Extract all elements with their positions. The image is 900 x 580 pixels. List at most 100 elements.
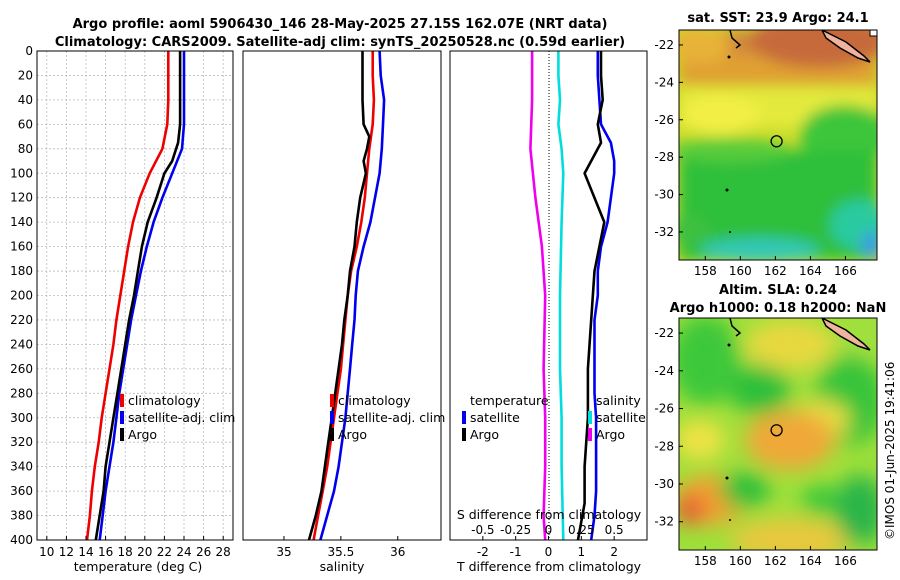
difference-legend: temperature satellite Argo salinity sate… — [462, 393, 646, 442]
legend-satellite-adj: satellite-adj. clim — [338, 410, 445, 425]
sla-lon-tick-labels: 158 160 162 164 166 — [694, 546, 857, 568]
xtick-22: 22 — [157, 545, 172, 559]
xtick--2: -2 — [477, 545, 489, 559]
lon-tick-164: 164 — [799, 264, 822, 278]
sst-lon-tick-labels: 158 160 162 164 166 — [694, 256, 857, 278]
difference-panel: -2 -1 0 1 2 T difference from climatology S … — [449, 50, 648, 574]
sla-map-title-2: Argo h1000: 0.18 h2000: NaN — [670, 301, 887, 316]
legend-swatch-t-argo — [462, 428, 466, 441]
xtick-26: 26 — [196, 545, 211, 559]
t-difference-tick-labels: -2 -1 0 1 2 — [477, 536, 618, 559]
argo-position-marker — [770, 135, 783, 148]
sst-map-box — [678, 29, 878, 261]
legend-swatch-satellite — [330, 411, 334, 424]
legend-swatch-s-argo — [588, 428, 592, 441]
xtick-35.5: 35.5 — [328, 545, 355, 559]
lat-tick--22: -22 — [654, 38, 674, 52]
depth-tick-340: 340 — [10, 460, 33, 474]
legend-swatch-argo — [330, 428, 334, 441]
salinity-axes-box — [242, 50, 442, 541]
xtick-14: 14 — [78, 545, 93, 559]
salinity-plot-area — [243, 51, 441, 540]
sla-map: Altim. SLA: 0.24 Argo h1000: 0.18 h2000:… — [654, 283, 886, 568]
s-tick--0.25: -0.25 — [500, 523, 531, 537]
series-argo — [307, 51, 371, 541]
series-temperature-argo — [576, 51, 606, 541]
temperature-tick-labels: 10 12 14 16 18 20 22 24 26 28 — [39, 536, 231, 559]
legend-s-satellite: satellite — [596, 410, 646, 425]
legend-climatology: climatology — [338, 393, 411, 408]
sst-field — [679, 30, 877, 260]
legend-climatology: climatology — [128, 393, 201, 408]
xtick-10: 10 — [39, 545, 54, 559]
depth-tick-320: 320 — [10, 435, 33, 449]
legend-swatch-climatology — [330, 394, 334, 407]
legend-salinity-head: salinity — [596, 393, 641, 408]
sla-map-title-1: Altim. SLA: 0.24 — [719, 283, 837, 298]
legend-swatch-satellite — [120, 411, 124, 424]
depth-tick-60: 60 — [18, 117, 33, 131]
xtick-1: 1 — [578, 545, 586, 559]
depth-tick-200: 200 — [10, 289, 33, 303]
legend-argo: Argo — [128, 427, 157, 442]
legend-satellite-adj: satellite-adj. clim — [128, 410, 235, 425]
salinity-series — [307, 50, 386, 541]
salinity-tick-labels: 35 35.5 36 — [276, 536, 405, 559]
series-temperature-satellite — [589, 51, 616, 541]
title-line-1: Argo profile: aoml 5906430_146 28-May-20… — [73, 17, 608, 32]
depth-tick-0: 0 — [25, 44, 33, 58]
difference-plot-area — [450, 51, 647, 540]
temperature-grid — [37, 50, 233, 541]
legend-t-satellite: satellite — [470, 410, 520, 425]
xtick-2: 2 — [610, 545, 618, 559]
lon-tick-166: 166 — [834, 554, 857, 568]
series-salinity-satellite — [557, 51, 565, 541]
depth-tick-160: 160 — [10, 240, 33, 254]
depth-tick-20: 20 — [18, 68, 33, 82]
depth-tick-260: 260 — [10, 362, 33, 376]
depth-tick-220: 220 — [10, 313, 33, 327]
lat-tick--30: -30 — [654, 477, 674, 491]
xtick-28: 28 — [216, 545, 231, 559]
lon-tick-158: 158 — [694, 264, 717, 278]
sla-lat-tick-labels: -22 -24 -26 -28 -30 -32 — [654, 326, 683, 529]
lat-tick--24: -24 — [654, 364, 674, 378]
series-climatology — [85, 51, 170, 541]
lon-tick-166: 166 — [834, 264, 857, 278]
depth-tick-360: 360 — [10, 484, 33, 498]
difference-series — [529, 51, 616, 541]
depth-tick-400: 400 — [10, 533, 33, 547]
sst-map: sat. SST: 23.9 Argo: 24.1 — [654, 11, 878, 278]
legend-swatch-t-satellite — [462, 411, 466, 424]
legend-swatch-climatology — [120, 394, 124, 407]
xtick-35: 35 — [276, 545, 291, 559]
salinity-panel: 35 35.5 36 salinity climatology satellite-… — [242, 50, 445, 574]
series-argo — [94, 51, 182, 541]
temperature-series — [85, 51, 186, 541]
lon-tick-162: 162 — [764, 264, 787, 278]
s-tick-0: 0 — [545, 523, 553, 537]
legend-swatch-s-satellite — [588, 411, 592, 424]
t-difference-xlabel: T difference from climatology — [456, 559, 642, 574]
lat-tick--32: -32 — [654, 515, 674, 529]
depth-tick-120: 120 — [10, 191, 33, 205]
depth-tick-labels: 0 20 40 60 80 100 120 140 160 180 200 220 240 260 280 3… — [10, 44, 33, 547]
lat-tick--26: -26 — [654, 113, 674, 127]
lon-tick-160: 160 — [729, 264, 752, 278]
lat-tick--26: -26 — [654, 402, 674, 416]
depth-tick-380: 380 — [10, 509, 33, 523]
depth-tick-240: 240 — [10, 337, 33, 351]
lon-tick-164: 164 — [799, 554, 822, 568]
lat-tick--22: -22 — [654, 326, 674, 340]
xtick-18: 18 — [118, 545, 133, 559]
series-satellite-adj-clim — [98, 51, 186, 541]
legend-swatch-argo — [120, 428, 124, 441]
land-new-caledonia — [821, 318, 871, 351]
depth-tick-80: 80 — [18, 142, 33, 156]
s-difference-xlabel: S difference from climatology — [457, 507, 642, 522]
legend-s-argo: Argo — [596, 427, 625, 442]
xtick--1: -1 — [510, 545, 522, 559]
temperature-legend: climatology satellite-adj. clim Argo — [120, 393, 235, 442]
xtick-24: 24 — [176, 545, 191, 559]
